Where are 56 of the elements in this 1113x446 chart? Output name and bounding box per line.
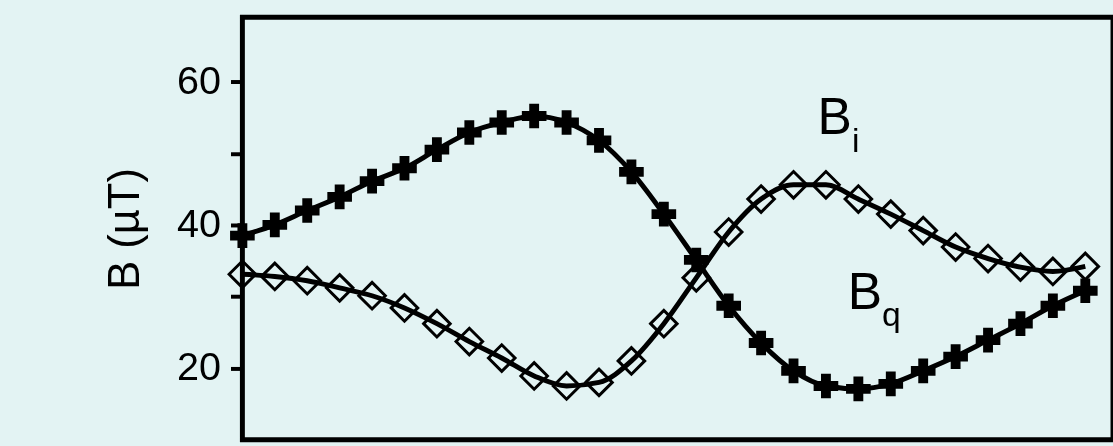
point	[878, 371, 904, 397]
point	[811, 170, 841, 200]
point	[781, 358, 806, 384]
point	[554, 110, 579, 135]
point	[973, 243, 1003, 274]
point	[422, 308, 452, 339]
point	[910, 358, 936, 384]
point	[748, 330, 774, 356]
point	[486, 343, 517, 373]
point	[649, 308, 679, 339]
point	[392, 155, 417, 181]
point	[813, 373, 839, 399]
point	[454, 326, 485, 357]
point	[424, 137, 450, 162]
point	[230, 223, 255, 248]
y-tick-label: 60	[177, 58, 222, 103]
point	[227, 259, 258, 290]
point	[943, 344, 968, 369]
point	[716, 293, 741, 319]
point	[843, 184, 874, 214]
point	[292, 265, 322, 296]
point	[846, 376, 871, 402]
point	[584, 367, 614, 398]
point	[1008, 311, 1033, 336]
point	[713, 217, 744, 247]
point	[260, 261, 290, 292]
point	[327, 184, 352, 210]
point	[619, 159, 644, 185]
point	[940, 232, 971, 262]
point	[1040, 293, 1066, 319]
point	[778, 170, 809, 200]
point	[1038, 256, 1068, 287]
point	[586, 128, 612, 153]
point	[519, 361, 549, 391]
point	[551, 371, 582, 401]
point	[975, 327, 1001, 353]
point	[359, 168, 385, 194]
point	[262, 212, 288, 238]
point	[294, 198, 320, 223]
point	[908, 215, 938, 246]
point	[651, 201, 677, 227]
point	[489, 110, 515, 135]
point	[876, 199, 906, 229]
point	[457, 120, 482, 145]
y-tick-label: 40	[177, 201, 222, 246]
point	[616, 346, 647, 376]
y-tick-label: 20	[177, 344, 222, 389]
point	[1070, 251, 1101, 282]
point	[1005, 252, 1036, 282]
point	[521, 103, 547, 129]
y-axis-title: B (µT)	[99, 168, 148, 290]
point	[324, 273, 355, 303]
point	[746, 184, 776, 214]
point	[357, 280, 387, 311]
point	[389, 293, 420, 323]
point	[1072, 278, 1098, 304]
